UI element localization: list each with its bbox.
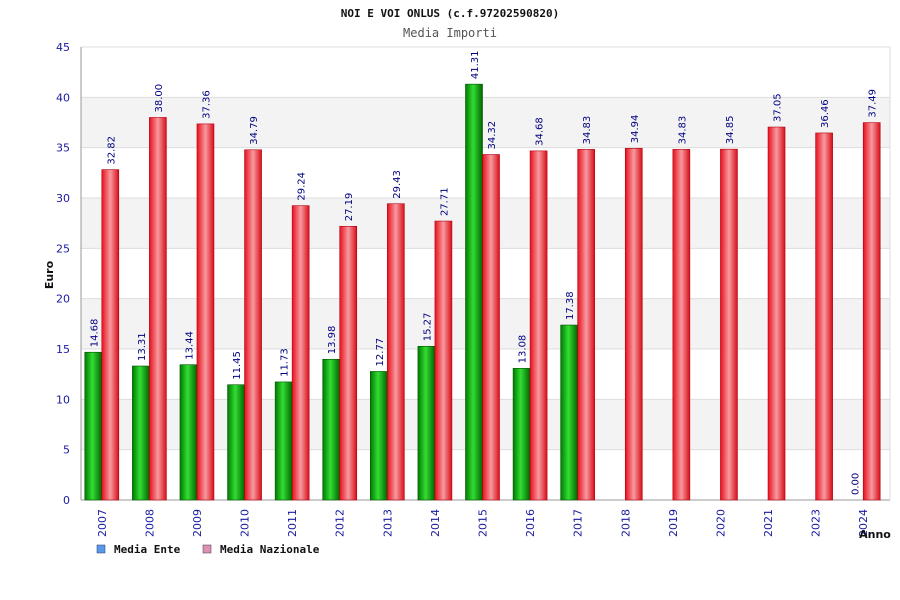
data-label-ente-2016: 13.08	[518, 335, 529, 364]
x-tick-label: 2021	[762, 509, 775, 537]
y-tick-label: 20	[56, 293, 70, 306]
x-tick-label: 2010	[239, 509, 252, 537]
legend: Media Ente Media Nazionale	[96, 543, 320, 556]
data-label-nazionale-2010: 34.79	[249, 116, 260, 145]
data-label-ente-2009: 13.44	[184, 331, 195, 360]
chart-title: NOI E VOI ONLUS (c.f.97202590820)	[341, 7, 560, 20]
legend-swatch-ente	[96, 544, 106, 554]
bar-ente-2007	[84, 351, 103, 501]
x-tick-label: 2007	[96, 509, 109, 537]
x-tick-label: 2012	[334, 509, 347, 537]
x-tick-label: 2011	[286, 509, 299, 537]
bar-ente-2017	[560, 324, 578, 501]
x-tick-label: 2008	[143, 509, 156, 537]
bar-nazionale-2020	[720, 148, 738, 501]
data-label-nazionale-2011: 29.24	[297, 172, 308, 201]
data-label-nazionale-2015: 34.32	[487, 121, 498, 150]
bar-nazionale-2023	[815, 132, 833, 501]
bar-nazionale-2010	[244, 149, 262, 501]
data-label-ente-2014: 15.27	[422, 313, 433, 342]
data-label-nazionale-2008: 38.00	[154, 84, 165, 113]
x-tick-label: 2019	[667, 509, 680, 537]
data-label-ente-2007: 14.68	[89, 319, 100, 348]
data-label-nazionale-2016: 34.68	[535, 117, 546, 146]
bar-nazionale-2021	[767, 126, 786, 501]
bar-nazionale-2012	[339, 225, 358, 501]
bar-ente-2013	[370, 371, 388, 501]
x-tick-label: 2014	[429, 509, 442, 537]
legend-label-ente: Media Ente	[114, 543, 181, 556]
y-tick-label: 0	[63, 494, 70, 507]
data-label-nazionale-2024: 37.49	[868, 89, 879, 118]
data-label-nazionale-2023: 36.46	[820, 99, 831, 128]
y-tick-label: 30	[56, 192, 70, 205]
data-label-ente-2012: 13.98	[327, 326, 338, 355]
data-label-nazionale-2007: 32.82	[106, 136, 117, 165]
y-tick-label: 40	[56, 91, 70, 104]
data-label-ente-2024: 0.00	[851, 473, 862, 495]
y-tick-label: 5	[63, 444, 70, 457]
bar-nazionale-2019	[672, 149, 691, 501]
x-tick-label: 2013	[381, 509, 394, 537]
y-tick-label: 45	[56, 41, 70, 54]
data-label-nazionale-2020: 34.85	[725, 116, 736, 145]
data-label-ente-2008: 13.31	[137, 332, 148, 361]
y-tick-label: 15	[56, 343, 70, 356]
x-tick-label: 2018	[619, 509, 632, 537]
bar-ente-2016	[512, 368, 531, 501]
bar-ente-2012	[322, 358, 341, 501]
legend-swatch-nazionale	[202, 544, 212, 554]
bar-ente-2008	[132, 365, 150, 501]
x-axis-label: Anno	[859, 528, 891, 541]
x-tick-label: 2023	[810, 509, 823, 537]
bar-nazionale-2016	[529, 150, 548, 501]
y-axis-label: Euro	[43, 260, 56, 289]
x-tick-label: 2017	[572, 509, 585, 537]
bar-ente-2011	[274, 381, 293, 501]
y-tick-label: 25	[56, 242, 70, 255]
grid-band	[81, 97, 890, 148]
data-label-ente-2015: 41.31	[470, 51, 481, 80]
bar-nazionale-2007	[101, 169, 120, 501]
bar-ente-2010	[227, 384, 245, 501]
x-tick-label: 2016	[524, 509, 537, 537]
x-tick-label: 2020	[714, 509, 727, 537]
data-label-ente-2011: 11.73	[280, 348, 291, 377]
data-label-nazionale-2013: 29.43	[392, 170, 403, 199]
bar-nazionale-2017	[577, 149, 595, 501]
legend-label-nazionale: Media Nazionale	[220, 543, 320, 556]
bar-nazionale-2024	[862, 122, 881, 501]
data-label-ente-2010: 11.45	[232, 351, 243, 380]
data-label-nazionale-2017: 34.83	[582, 116, 593, 145]
data-label-ente-2017: 17.38	[565, 291, 576, 320]
grid-band	[81, 47, 890, 98]
bar-nazionale-2008	[149, 117, 167, 501]
bar-ente-2009	[179, 364, 198, 501]
data-label-ente-2013: 12.77	[375, 338, 386, 367]
data-label-nazionale-2019: 34.83	[677, 116, 688, 145]
bar-nazionale-2013	[387, 203, 405, 501]
data-label-nazionale-2021: 37.05	[773, 93, 784, 122]
y-tick-label: 10	[56, 393, 70, 406]
bar-nazionale-2011	[291, 205, 310, 501]
data-label-nazionale-2012: 27.19	[344, 193, 355, 222]
x-tick-label: 2024	[857, 509, 870, 537]
bar-nazionale-2009	[196, 123, 215, 501]
data-label-nazionale-2014: 27.71	[439, 187, 450, 216]
data-label-nazionale-2018: 34.94	[630, 115, 641, 144]
bar-nazionale-2014	[434, 220, 453, 501]
x-tick-label: 2015	[477, 509, 490, 537]
bar-ente-2015	[465, 83, 483, 501]
bar-ente-2014	[417, 345, 436, 501]
data-label-nazionale-2009: 37.36	[201, 90, 212, 119]
bar-nazionale-2015	[482, 154, 500, 501]
y-tick-label: 35	[56, 142, 70, 155]
chart-subtitle: Media Importi	[403, 26, 497, 40]
bar-nazionale-2018	[624, 147, 643, 501]
x-tick-label: 2009	[191, 509, 204, 537]
